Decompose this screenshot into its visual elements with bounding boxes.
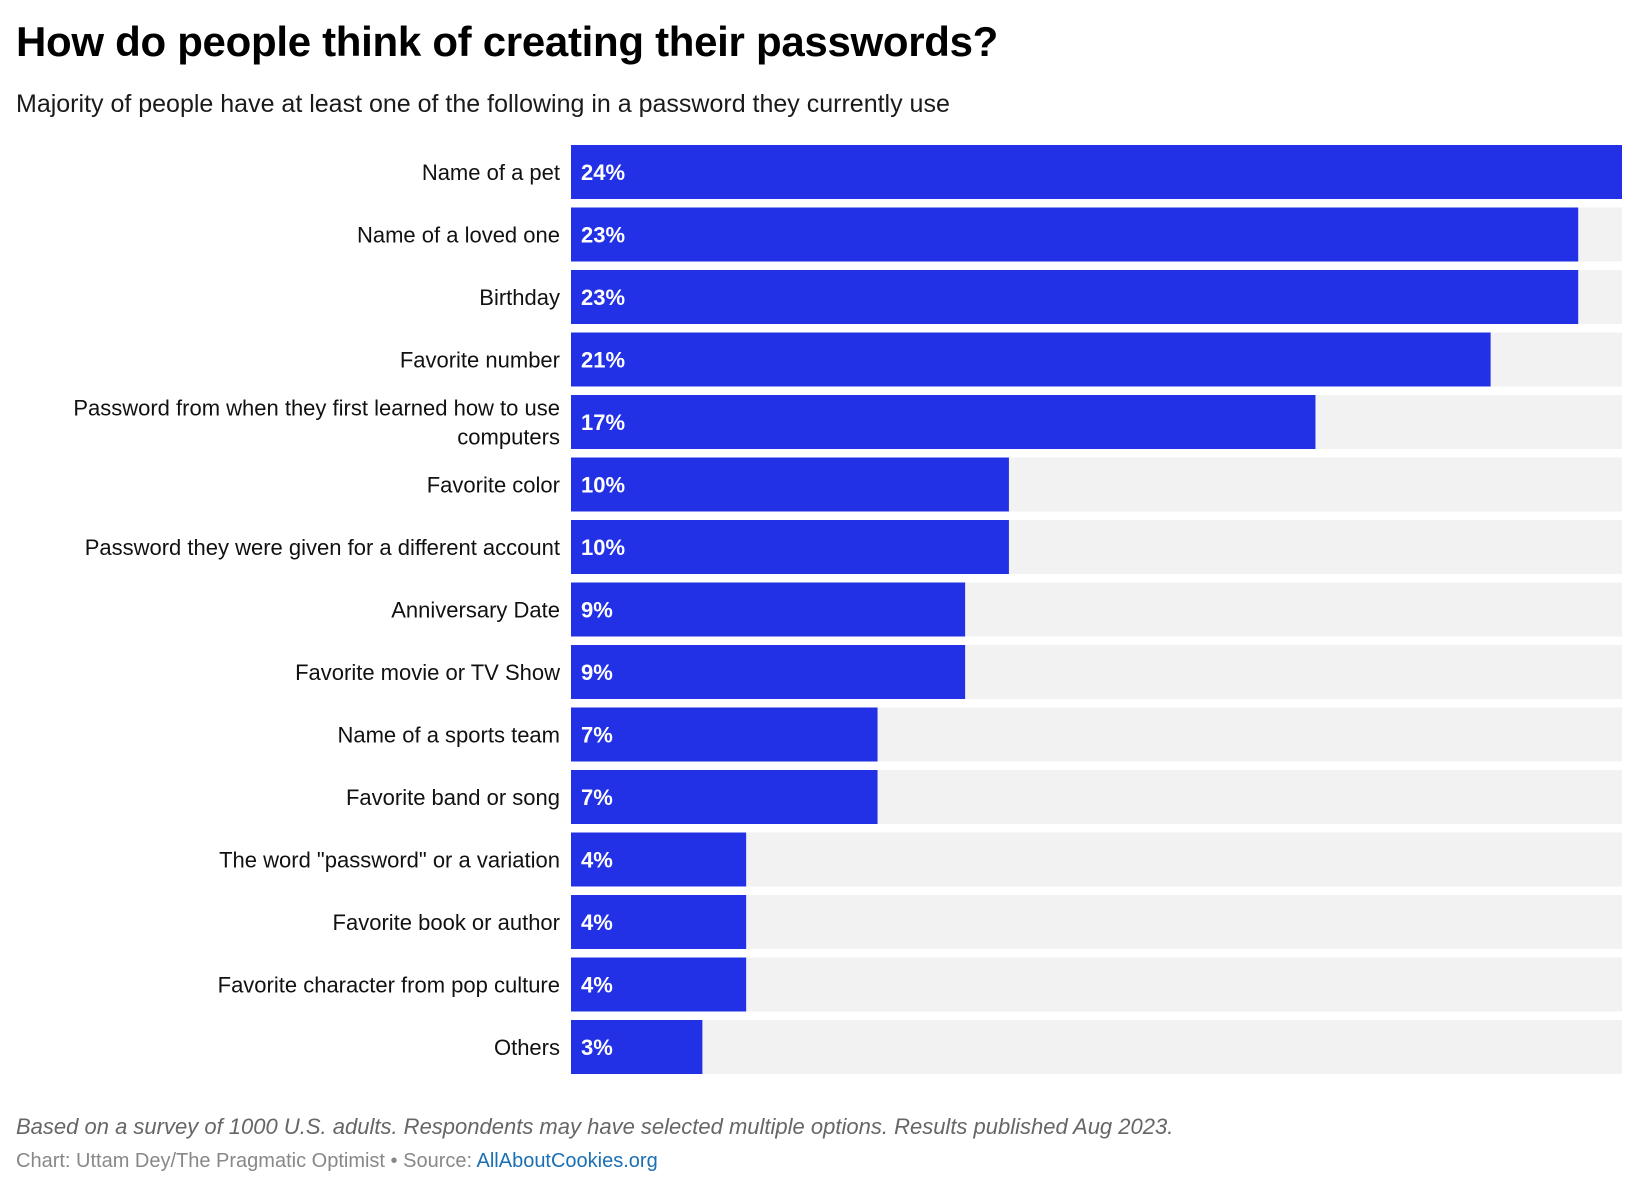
bar-value-label: 10% (581, 473, 625, 498)
bar-others (571, 1020, 703, 1074)
bar-row-favorite-character-from-pop-culture: 4% Favorite character from pop culture (218, 957, 1622, 1012)
bar-row-favorite-book-or-author: 4% Favorite book or author (333, 895, 1622, 949)
bar-row-name-of-a-pet: 24% Name of a pet (422, 145, 1622, 199)
bar-row-password-they-were-given-for-a-different-account: 10% Password they were given for a differ… (85, 520, 1622, 574)
bar-name-of-a-loved-one (571, 207, 1579, 262)
survey-note: Based on a survey of 1000 U.S. adults. R… (16, 1114, 1174, 1139)
bar-track (571, 1020, 1622, 1074)
category-label: Favorite character from pop culture (218, 973, 560, 998)
category-label: Favorite color (427, 473, 560, 498)
bar-value-label: 21% (581, 348, 625, 373)
bar-value-label: 7% (581, 723, 613, 748)
category-label: Favorite movie or TV Show (295, 660, 560, 685)
bar-value-label: 23% (581, 223, 625, 248)
bar-row-others: 3% Others (494, 1020, 1622, 1074)
bar-row-birthday: 23% Birthday (479, 270, 1622, 324)
category-label: Password from when they first learned ho… (73, 396, 560, 450)
credit-author: Chart: Uttam Dey/The Pragmatic Optimist (16, 1150, 385, 1172)
bar-value-label: 9% (581, 660, 613, 685)
bar-favorite-character-from-pop-culture (571, 957, 747, 1012)
bar-value-label: 24% (581, 160, 625, 185)
category-label: Name of a pet (422, 160, 560, 185)
bar-row-anniversary-date: 9% Anniversary Date (391, 582, 1622, 637)
bar-favorite-number (571, 332, 1491, 387)
bar-favorite-book-or-author (571, 895, 747, 949)
bar-the-word-password-or-a-variation (571, 832, 747, 887)
category-label: Name of a sports team (337, 723, 560, 748)
bar-value-label: 4% (581, 848, 613, 873)
category-label: Favorite band or song (346, 785, 560, 810)
bar-password-from-when-they-first-learned-how-to-use-computers (571, 395, 1316, 449)
bar-name-of-a-pet (571, 145, 1622, 199)
bar-row-the-word-password-or-a-variation: 4% The word "password" or a variation (219, 832, 1622, 887)
category-label: Anniversary Date (391, 598, 560, 623)
bar-row-name-of-a-sports-team: 7% Name of a sports team (337, 707, 1622, 762)
bar-favorite-color (571, 457, 1009, 512)
bar-value-label: 4% (581, 973, 613, 998)
bar-row-password-from-when-they-first-learned-how-to-use-computers: 17% Password from when they first learned… (73, 395, 1622, 450)
category-label: Password they were given for a different… (85, 535, 560, 560)
credit-source-label: Source: (403, 1150, 477, 1172)
chart-credit: Chart: Uttam Dey/The Pragmatic Optimist … (16, 1150, 658, 1173)
bar-favorite-movie-or-tv-show (571, 645, 966, 699)
bar-row-favorite-color: 10% Favorite color (427, 457, 1622, 512)
bar-value-label: 23% (581, 285, 625, 310)
bar-row-favorite-band-or-song: 7% Favorite band or song (346, 770, 1622, 824)
bar-value-label: 9% (581, 598, 613, 623)
bar-anniversary-date (571, 582, 966, 637)
category-label: Favorite number (400, 348, 560, 373)
bar-value-label: 3% (581, 1035, 613, 1060)
source-link[interactable]: AllAboutCookies.org (476, 1150, 658, 1172)
bar-password-they-were-given-for-a-different-account (571, 520, 1009, 574)
bar-favorite-band-or-song (571, 770, 878, 824)
bar-value-label: 17% (581, 410, 625, 435)
category-label: Favorite book or author (333, 910, 560, 935)
category-label: Name of a loved one (357, 223, 560, 248)
category-label: Others (494, 1035, 560, 1060)
chart-subtitle: Majority of people have at least one of … (16, 90, 950, 118)
bar-value-label: 7% (581, 785, 613, 810)
credit-separator: • (384, 1150, 404, 1172)
bar-row-name-of-a-loved-one: 23% Name of a loved one (357, 207, 1622, 262)
chart-title: How do people think of creating their pa… (16, 18, 999, 65)
bar-birthday (571, 270, 1579, 324)
bar-row-favorite-movie-or-tv-show: 9% Favorite movie or TV Show (295, 645, 1622, 699)
bar-value-label: 4% (581, 910, 613, 935)
category-label: The word "password" or a variation (219, 848, 560, 873)
bar-row-favorite-number: 21% Favorite number (400, 332, 1622, 387)
bar-value-label: 10% (581, 535, 625, 560)
bar-name-of-a-sports-team (571, 707, 878, 762)
category-label: Birthday (479, 285, 560, 310)
